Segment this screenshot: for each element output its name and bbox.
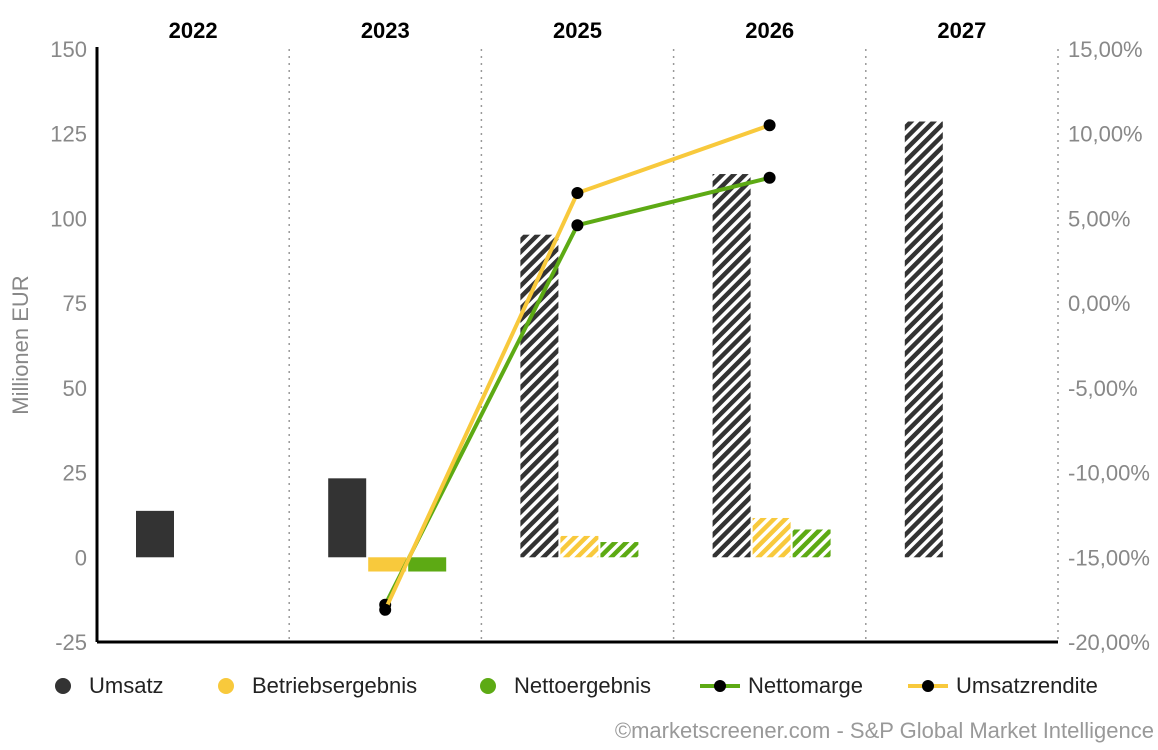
legend-label: Nettomarge bbox=[748, 673, 863, 698]
legend-label: Umsatzrendite bbox=[956, 673, 1098, 698]
tick-label-left: 75 bbox=[63, 291, 87, 316]
legend-dot-icon bbox=[55, 678, 71, 694]
tick-label-right: -10,00% bbox=[1068, 461, 1150, 486]
bar-umsatz-2026 bbox=[712, 174, 751, 558]
category-label: 2025 bbox=[553, 18, 602, 43]
tick-label-right: 15,00% bbox=[1068, 37, 1143, 62]
point-umsatzrendite bbox=[379, 603, 392, 616]
axes bbox=[95, 47, 1058, 644]
y-axis-title: Millionen EUR bbox=[8, 275, 33, 414]
bar-umsatz-2027 bbox=[904, 121, 943, 558]
tick-label-right: 10,00% bbox=[1068, 122, 1143, 147]
tick-label-left: 100 bbox=[50, 206, 87, 231]
tick-label-right: -15,00% bbox=[1068, 545, 1150, 570]
point-nettomarge bbox=[763, 171, 776, 184]
bar-betriebsergebnis-2025 bbox=[560, 535, 599, 558]
bar-nettoergebnis-2025 bbox=[600, 542, 639, 558]
bar-betriebsergebnis-2026 bbox=[752, 517, 791, 558]
category-label: 2027 bbox=[937, 18, 986, 43]
labels: 150 125 100 75 50 25 0 -25 15,00% 10,00% 5,00% 0,00… bbox=[8, 18, 1150, 655]
lines bbox=[379, 119, 776, 616]
bar-nettoergebnis-2026 bbox=[792, 529, 831, 558]
legend-label: Betriebsergebnis bbox=[252, 673, 418, 698]
legend-label: Umsatz bbox=[89, 673, 164, 698]
tick-label-right: -5,00% bbox=[1068, 376, 1138, 401]
bars bbox=[136, 121, 943, 572]
tick-label-left: 0 bbox=[75, 545, 87, 570]
credit-text: ©marketscreener.com - S&P Global Market … bbox=[614, 718, 1154, 743]
category-label: 2022 bbox=[169, 18, 218, 43]
legend-line-icon bbox=[908, 678, 948, 694]
legend: Umsatz Betriebsergebnis Nettoergebnis Ne… bbox=[0, 666, 1158, 706]
tick-label-right: 0,00% bbox=[1068, 291, 1130, 316]
point-umsatzrendite bbox=[763, 119, 776, 132]
legend-dot-icon bbox=[480, 678, 496, 694]
tick-label-right: -20,00% bbox=[1068, 630, 1150, 655]
legend-line-icon bbox=[700, 678, 740, 694]
legend-dot-icon bbox=[218, 678, 234, 694]
point-umsatzrendite bbox=[571, 187, 584, 200]
legend-label: Nettoergebnis bbox=[514, 673, 651, 698]
bar-nettoergebnis-2023 bbox=[408, 557, 447, 572]
bar-umsatz-2022 bbox=[136, 510, 174, 558]
bar-umsatz-2023 bbox=[328, 478, 367, 558]
bar-umsatz-2025 bbox=[520, 234, 559, 558]
tick-label-right: 5,00% bbox=[1068, 206, 1130, 231]
category-label: 2026 bbox=[745, 18, 794, 43]
legend-item-betriebsergebnis: Betriebsergebnis bbox=[218, 666, 417, 706]
tick-label-left: 25 bbox=[63, 461, 87, 486]
point-nettomarge bbox=[571, 219, 584, 232]
legend-item-umsatzrendite: Umsatzrendite bbox=[908, 666, 1098, 706]
legend-item-nettoergebnis: Nettoergebnis bbox=[480, 666, 651, 706]
legend-item-umsatz: Umsatz bbox=[55, 666, 164, 706]
tick-label-left: -25 bbox=[55, 630, 87, 655]
bar-betriebsergebnis-2023 bbox=[368, 557, 407, 572]
chart: 150 125 100 75 50 25 0 -25 15,00% 10,00% 5,00% 0,00… bbox=[8, 18, 1150, 655]
category-label: 2023 bbox=[361, 18, 410, 43]
legend-item-nettomarge: Nettomarge bbox=[700, 666, 863, 706]
tick-label-left: 50 bbox=[63, 376, 87, 401]
tick-label-left: 150 bbox=[50, 37, 87, 62]
grid bbox=[288, 49, 1059, 642]
tick-label-left: 125 bbox=[50, 122, 87, 147]
